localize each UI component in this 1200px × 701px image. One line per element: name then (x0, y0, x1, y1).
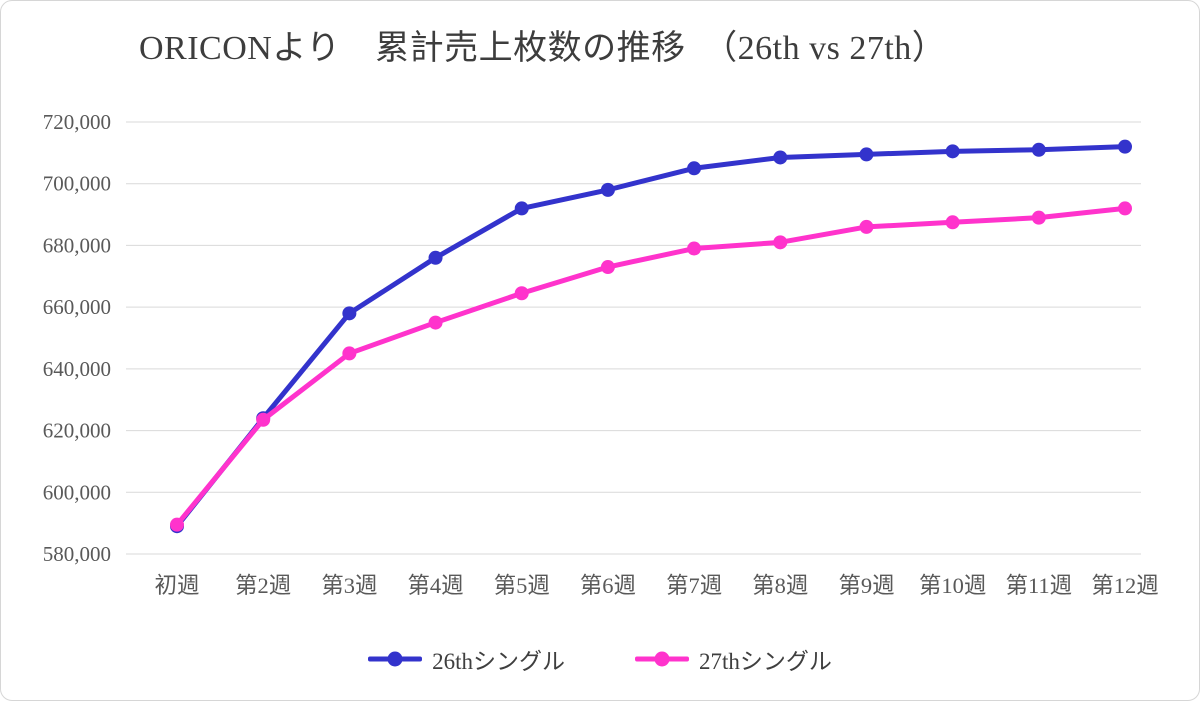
data-point (600, 259, 615, 274)
data-point (1118, 139, 1132, 154)
x-axis-labels: 初週 第2週 第3週 第4週 第5週 第6週 第7週 第8週 第9週 第10週 第11週 第12週 (154, 573, 1158, 598)
x-tick-label: 第2週 (235, 573, 291, 598)
data-point (859, 146, 874, 161)
x-tick-label: 第6週 (580, 573, 636, 598)
data-point (170, 517, 184, 532)
y-tick-label: 620,000 (43, 418, 111, 442)
data-point (1031, 210, 1046, 225)
x-tick-label: 第10週 (919, 573, 987, 598)
data-point (342, 305, 357, 320)
data-point (428, 315, 443, 330)
legend-swatch-27th-icon (635, 651, 689, 667)
y-tick-label: 680,000 (43, 233, 111, 257)
data-point (773, 150, 788, 165)
legend-label-27th: 27thシングル (699, 648, 832, 674)
legend-item-26th: 26thシングル (368, 642, 565, 676)
data-point (1118, 200, 1132, 215)
series-line-1 (170, 200, 1132, 532)
data-point (514, 285, 529, 300)
chart-legend: 26thシングル 27thシングル (1, 642, 1199, 676)
legend-item-27th: 27thシングル (635, 642, 832, 676)
data-point (1031, 142, 1046, 157)
y-tick-label: 580,000 (43, 542, 111, 566)
series-line-0 (170, 139, 1132, 533)
data-point (256, 412, 271, 427)
x-tick-label: 第7週 (666, 573, 722, 598)
data-point (342, 346, 357, 361)
x-tick-label: 第11週 (1005, 573, 1072, 598)
y-tick-label: 640,000 (43, 356, 111, 380)
legend-swatch-26th-icon (368, 651, 423, 667)
line-chart-svg: 580,000 600,000 620,000 640,000 660,000 680,0… (43, 110, 1159, 598)
data-point (945, 214, 960, 229)
x-tick-label: 第5週 (494, 573, 550, 598)
y-tick-label: 600,000 (43, 480, 111, 504)
data-point (687, 160, 702, 175)
y-tick-label: 720,000 (43, 110, 111, 134)
x-tick-label: 第4週 (407, 573, 463, 598)
x-tick-label: 第9週 (838, 573, 894, 598)
x-tick-label: 初週 (154, 573, 199, 598)
data-point (945, 143, 960, 158)
y-axis-labels: 580,000 600,000 620,000 640,000 660,000 680,0… (43, 110, 111, 566)
legend-label-26th: 26thシングル (432, 648, 565, 674)
data-point (773, 234, 788, 249)
x-tick-label: 第8週 (752, 573, 808, 598)
data-point (428, 250, 443, 265)
data-point (687, 241, 702, 256)
y-tick-label: 700,000 (43, 171, 111, 195)
data-point (514, 200, 529, 215)
data-point (859, 219, 874, 234)
chart-title: ORICONより 累計売上枚数の推移 （26th vs 27th） (139, 30, 947, 67)
gridlines (126, 121, 1141, 555)
x-tick-label: 第3週 (321, 573, 377, 598)
y-tick-label: 660,000 (43, 295, 111, 319)
x-tick-label: 第12週 (1091, 573, 1159, 598)
data-point (600, 182, 615, 197)
